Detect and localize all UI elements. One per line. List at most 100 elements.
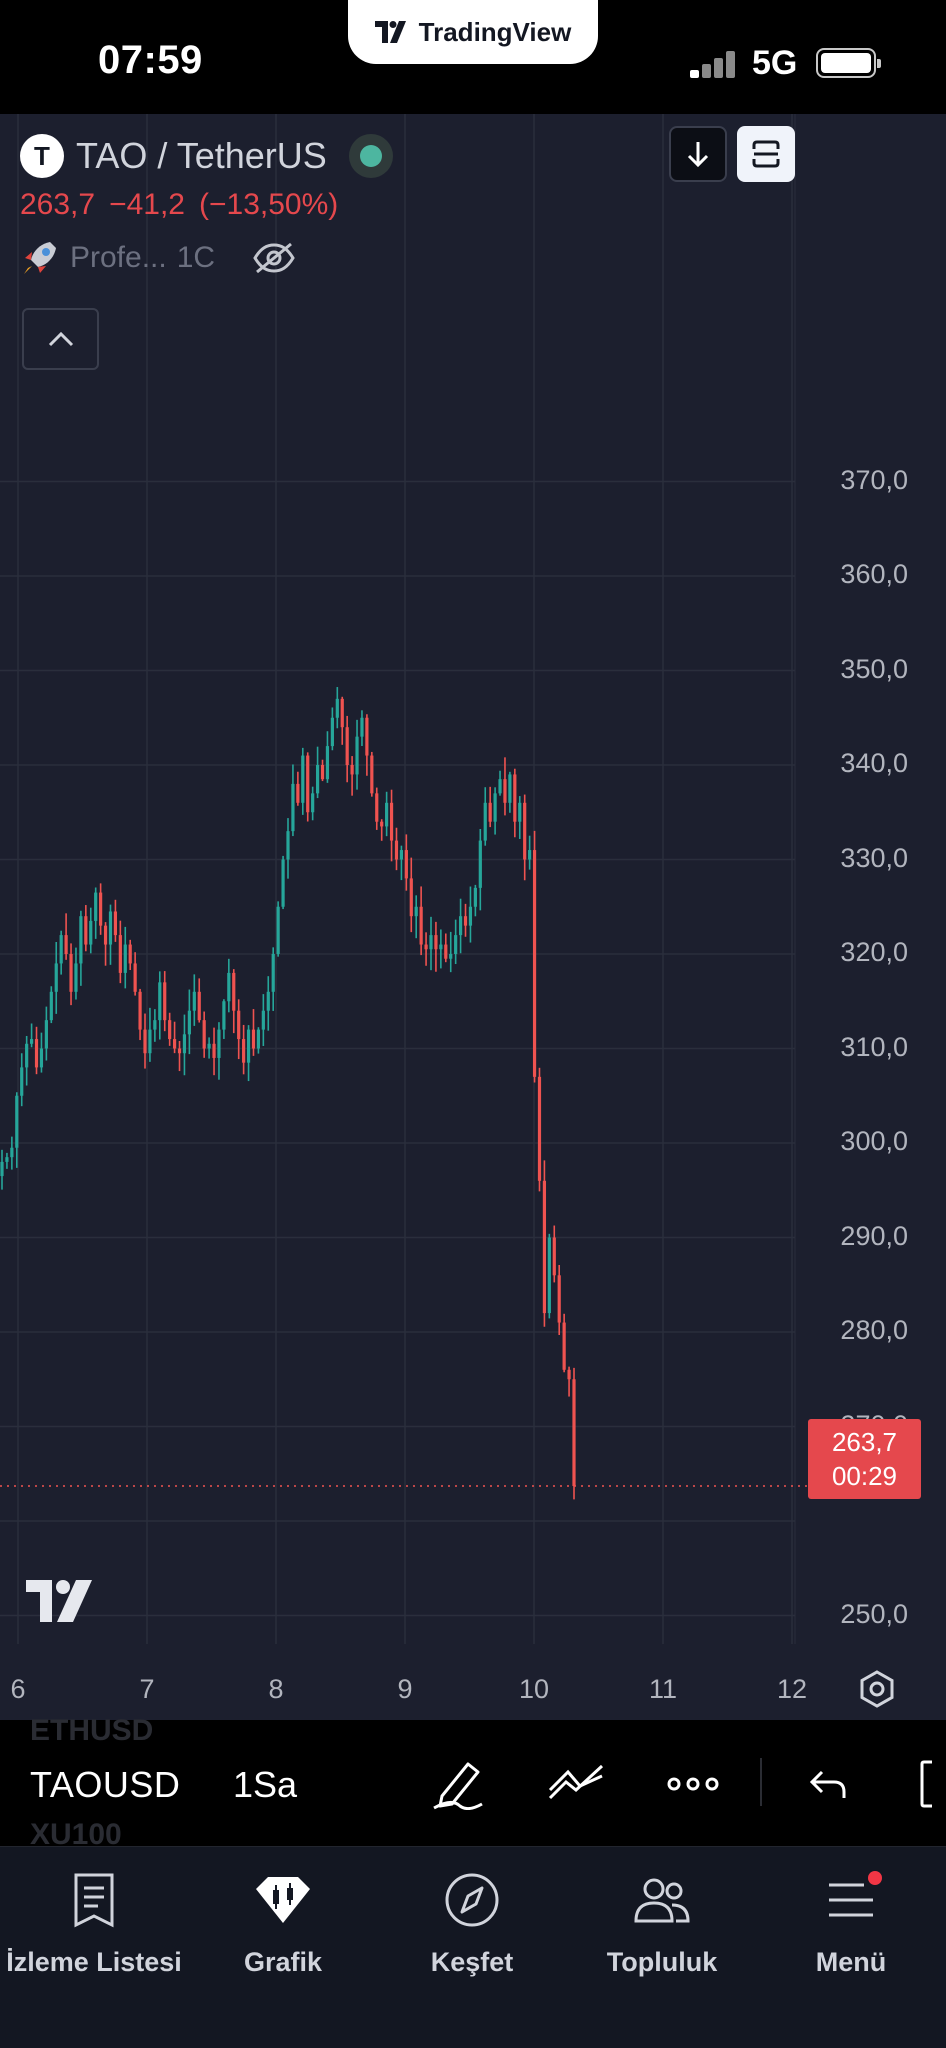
nav-watchlist[interactable]: İzleme Listesi — [0, 1865, 189, 1978]
candlestick-plot[interactable] — [0, 114, 946, 1720]
chart-settings-icon[interactable] — [857, 1669, 897, 1709]
candle-body — [414, 906, 418, 917]
symbol-legend[interactable]: T TAO / TetherUS 263,7 −41,2 (−13,50%) P… — [20, 134, 393, 278]
app-pill-label: TradingView — [418, 16, 572, 47]
candle-body — [286, 831, 290, 860]
candle-body — [128, 944, 132, 964]
candle-body — [488, 802, 492, 822]
interval-button[interactable]: 1Sa — [233, 1764, 298, 1805]
candle-body — [79, 916, 83, 964]
candle-body — [212, 1043, 216, 1058]
candle-body — [172, 1039, 177, 1049]
candle-body — [355, 736, 359, 775]
candle-body — [291, 783, 295, 832]
indicator-row[interactable]: Profe... 1C — [20, 238, 393, 278]
candle-body — [143, 1029, 147, 1054]
candle-body — [59, 935, 63, 964]
candle-body — [54, 963, 58, 992]
candle-body — [518, 802, 522, 822]
candle-body — [246, 1029, 251, 1063]
toolbar-divider — [760, 1758, 762, 1806]
candle-body — [25, 1043, 29, 1068]
candle-body — [168, 1020, 172, 1040]
rocket-icon — [24, 242, 56, 274]
candle-body — [547, 1237, 551, 1314]
symbol-picker-next[interactable]: XU100 — [30, 1818, 122, 1851]
nav-label: Menü — [815, 1947, 887, 1977]
candle-body — [251, 1029, 256, 1049]
time-axis-label: 10 — [518, 1674, 550, 1704]
current-price-value: 263,7 — [831, 1427, 898, 1457]
network-type: 5G — [752, 44, 798, 82]
candle-body — [44, 1020, 48, 1049]
candle-body — [458, 916, 463, 936]
fullscreen-toolbar-icon[interactable] — [918, 1758, 946, 1810]
watchlist-icon — [74, 1873, 114, 1928]
price-axis-label: 250,0 — [840, 1598, 908, 1629]
indicators-icon[interactable] — [546, 1758, 606, 1810]
candle-body — [380, 821, 384, 827]
fullscreen-button[interactable] — [737, 126, 795, 182]
candle-body — [399, 850, 404, 860]
candle-body — [325, 746, 330, 780]
status-time: 07:59 — [98, 38, 203, 82]
candle-body — [74, 963, 78, 992]
candle-body — [15, 1095, 19, 1148]
eye-hidden-icon[interactable] — [251, 240, 297, 276]
candle-body — [552, 1237, 556, 1276]
candle-body — [434, 935, 438, 950]
pencil-draw-icon[interactable] — [432, 1758, 486, 1810]
candle-body — [138, 991, 142, 1030]
compass-icon — [445, 1873, 499, 1927]
toolbar-symbol[interactable]: TAOUSD — [30, 1764, 181, 1805]
candle-body — [271, 954, 275, 992]
time-axis-label: 12 — [776, 1674, 808, 1704]
time-axis-label: 7 — [139, 1674, 155, 1704]
candle-body — [69, 954, 73, 992]
price-axis-label: 290,0 — [840, 1220, 908, 1251]
menu-icon — [829, 1883, 873, 1917]
candle-body — [439, 944, 443, 950]
nav-community[interactable]: Topluluk — [567, 1865, 757, 1978]
candle-body — [10, 1147, 14, 1158]
scroll-to-latest-button[interactable] — [669, 126, 727, 182]
candle-body — [89, 920, 93, 945]
symbol-name[interactable]: TAO / TetherUS — [76, 135, 327, 176]
nav-menu[interactable]: Menü — [756, 1865, 946, 1978]
candle-body — [153, 1020, 157, 1030]
candle-body — [542, 1180, 547, 1314]
candle-body — [375, 793, 379, 822]
candle-body — [454, 935, 458, 954]
symbol-picker-prev[interactable]: ETHUSD — [30, 1714, 154, 1747]
indicator-label[interactable]: Profe... — [70, 241, 167, 274]
price-axis-label: 350,0 — [840, 653, 908, 684]
candle-body — [572, 1379, 576, 1487]
tradingview-logo-icon — [374, 21, 406, 43]
more-options-icon[interactable] — [666, 1758, 720, 1810]
nav-label: Topluluk — [606, 1947, 718, 1977]
candle-body — [232, 972, 236, 1011]
nav-chart[interactable]: Grafik — [188, 1865, 378, 1978]
candle-body — [5, 1157, 9, 1162]
undo-icon[interactable] — [808, 1758, 848, 1810]
collapse-legend-button[interactable] — [22, 308, 99, 370]
candle-body — [537, 1076, 542, 1181]
candle-body — [419, 906, 423, 945]
nav-label: İzleme Listesi — [6, 1947, 182, 1977]
chart-pane[interactable]: 250,0270,0280,0290,0300,0310,0320,0330,0… — [0, 114, 946, 1720]
app-pill: TradingView — [348, 0, 598, 64]
candle-body — [320, 765, 325, 780]
candle-body — [182, 1034, 187, 1054]
symbol-logo: T — [20, 134, 64, 178]
candle-body — [108, 911, 113, 945]
candle-body — [118, 935, 122, 973]
nav-explore[interactable]: Keşfet — [377, 1865, 567, 1978]
cellular-signal-icon — [690, 50, 738, 78]
candle-body — [567, 1369, 571, 1380]
market-status-icon[interactable] — [348, 134, 393, 178]
candle-body — [315, 765, 320, 794]
candle-body — [99, 892, 103, 926]
price-axis-label: 370,0 — [840, 464, 908, 495]
price-axis-label: 320,0 — [840, 937, 908, 967]
candle-body — [197, 991, 201, 1021]
